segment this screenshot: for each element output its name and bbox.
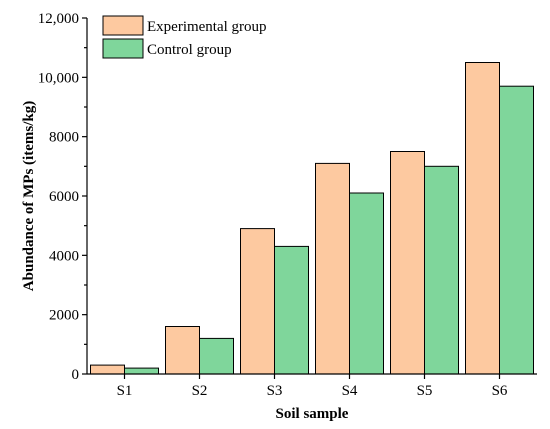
- y-tick-label: 10,000: [38, 70, 79, 86]
- bar-s2-experimental: [165, 326, 200, 375]
- y-tick-label: 0: [72, 367, 80, 383]
- x-axis-title: Soil sample: [276, 406, 349, 422]
- x-tick-label-s4: S4: [342, 383, 358, 399]
- bar-s6-experimental: [465, 62, 500, 375]
- bar-s6-control: [499, 85, 534, 375]
- y-tick-label: 8000: [49, 130, 79, 146]
- x-tick-label-s2: S2: [192, 383, 208, 399]
- axes-group: 0 2000 4000 6000 8000 10,000 12,000 S1 S2 S3 S4 S5 S…: [38, 11, 537, 399]
- legend-swatch-experimental: [102, 15, 144, 36]
- bar-s3-experimental: [240, 228, 275, 375]
- bar-s5-experimental: [390, 151, 425, 375]
- x-tick-label-s6: S6: [492, 383, 508, 399]
- y-tick-label: 6000: [49, 189, 79, 205]
- x-tick-label-s3: S3: [267, 383, 283, 399]
- bar-s2-control: [199, 337, 234, 375]
- bars-group: [90, 62, 534, 375]
- y-tick-label: 2000: [49, 308, 79, 324]
- bar-s3-control: [274, 245, 309, 375]
- bar-s1-control: [124, 367, 159, 375]
- y-tick-label: 4000: [49, 248, 79, 264]
- y-tick-label: 12,000: [38, 11, 79, 27]
- legend-label-control: Control group: [147, 42, 232, 58]
- x-tick-label-s5: S5: [417, 383, 433, 399]
- bar-s4-control: [349, 192, 384, 375]
- y-axis-title: Abundance of MPs (items/kg): [21, 101, 37, 291]
- bar-s1-experimental: [90, 364, 125, 375]
- legend-label-experimental: Experimental group: [147, 19, 267, 35]
- bar-s4-experimental: [315, 162, 350, 375]
- x-tick-label-s1: S1: [117, 383, 133, 399]
- bar-s5-control: [424, 165, 459, 375]
- legend: Experimental group Control group: [102, 15, 267, 59]
- legend-swatch-control: [102, 38, 144, 59]
